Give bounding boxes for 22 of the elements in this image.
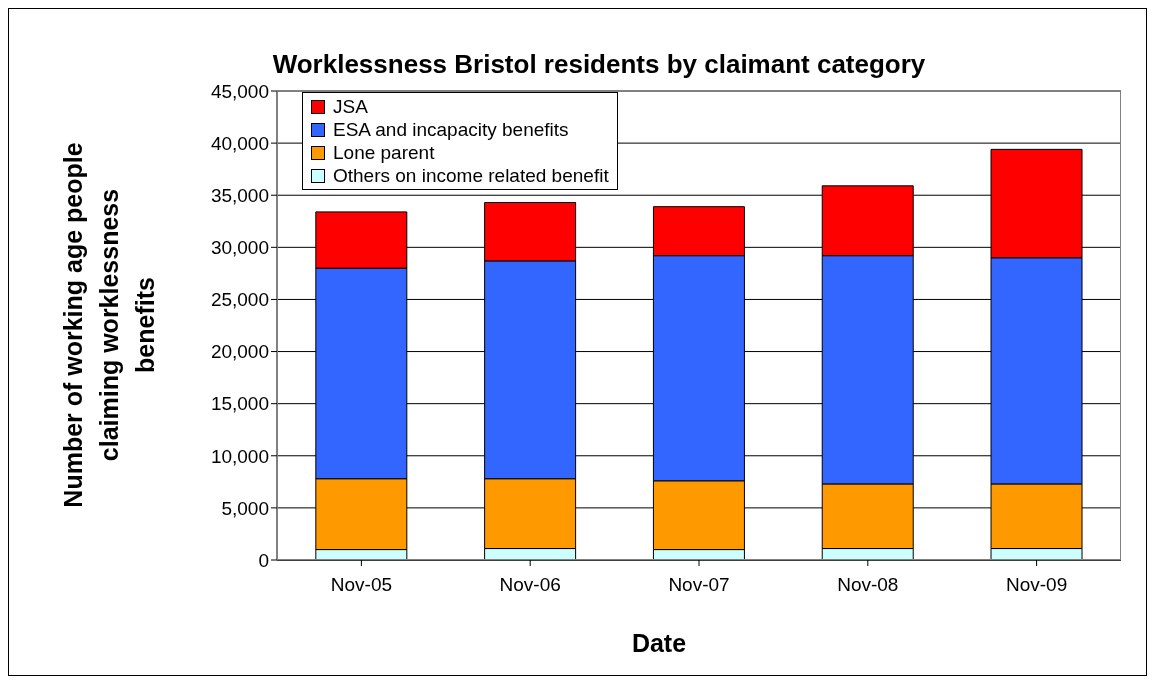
y-tick-label: 5,000 xyxy=(221,497,269,519)
x-tick-label: Nov-08 xyxy=(837,574,899,596)
y-tick-label: 25,000 xyxy=(210,289,269,311)
y-tick-label: 0 xyxy=(258,549,269,571)
y-axis-title: Number of working age people claiming worklessness benefits xyxy=(58,141,160,510)
x-tick-label: Nov-05 xyxy=(330,574,393,596)
y-tick-label: 10,000 xyxy=(210,445,269,467)
chart-title: Worklessness Bristol residents by claimant category xyxy=(271,49,927,80)
y-tick-label: 30,000 xyxy=(210,237,269,259)
legend-label: JSA xyxy=(332,95,369,118)
x-axis-title: Date xyxy=(630,629,688,658)
x-tick-label: Nov-09 xyxy=(1005,574,1068,596)
legend-label: Others on income related benefit xyxy=(332,164,609,187)
y-tick-label: 45,000 xyxy=(210,80,269,102)
x-tick-label: Nov-06 xyxy=(499,574,561,596)
y-tick-label: 40,000 xyxy=(210,132,269,154)
legend-label: ESA and incapacity benefits xyxy=(332,118,570,141)
y-tick-label: 20,000 xyxy=(210,341,269,363)
y-tick-label: 15,000 xyxy=(210,393,269,415)
legend-label: Lone parent xyxy=(332,141,436,164)
x-tick-label: Nov-07 xyxy=(668,574,730,596)
y-tick-label: 35,000 xyxy=(210,184,269,206)
